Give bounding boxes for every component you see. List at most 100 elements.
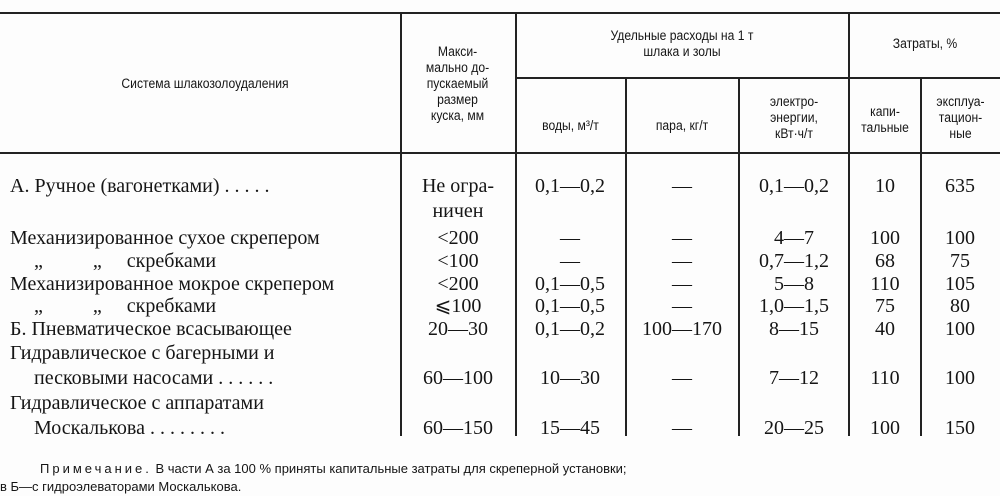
table-row-continuation: ничен xyxy=(0,199,1000,223)
header-line: энергии, xyxy=(770,110,818,125)
header-line: кВт·ч/т xyxy=(775,126,813,141)
cell-size: <200 xyxy=(437,227,479,249)
header-water: воды, м³/т xyxy=(542,118,599,133)
cell-steam: — xyxy=(672,273,692,295)
cell-size: ⩽100 xyxy=(434,295,482,317)
cell-electricity: 4—7 xyxy=(774,227,814,249)
header-line: Удельные расходы на 1 т xyxy=(610,28,754,43)
header-system: Система шлакозолоудаления xyxy=(121,76,289,91)
cell-system: Механизированное мокрое скрепером xyxy=(10,273,335,295)
footnote-line2: в Б—с гидроэлеваторами Москалькова. xyxy=(0,479,242,494)
cell-water: 0,1—0,5 xyxy=(535,295,605,317)
header-line: тальные xyxy=(861,120,909,135)
divider xyxy=(515,14,517,436)
table-row: Механизированное мокрое скрепером <200 0… xyxy=(0,272,1000,296)
divider xyxy=(738,78,740,436)
header-line: Макси- xyxy=(437,44,478,59)
cell-electricity: 7—12 xyxy=(769,367,819,389)
header-electricity: электро- энергии, кВт·ч/т xyxy=(745,94,842,142)
header-line: шлака и золы xyxy=(643,44,721,59)
cell-operating: 80 xyxy=(950,295,970,317)
cell-steam: — xyxy=(672,367,692,389)
cell-operating: 100 xyxy=(945,227,975,249)
cell-system: песковыми насосами . . . . . . xyxy=(34,367,274,389)
cell-capital: 40 xyxy=(875,318,895,340)
cell-steam: — xyxy=(672,175,692,197)
footnote-label: Примечание. xyxy=(40,461,152,476)
cell-size: Не огра- xyxy=(421,175,495,197)
cell-system: Москалькова . . . . . . . . xyxy=(34,417,225,439)
header-operating: эксплуа- тацион- ные xyxy=(925,94,996,142)
cell-water: 0,1—0,2 xyxy=(535,175,605,197)
footnote: Примечание. В части А за 100 % приняты к… xyxy=(0,460,1000,478)
cell-water: 0,1—0,5 xyxy=(535,273,605,295)
divider xyxy=(848,14,850,436)
cell-size: 60—100 xyxy=(423,367,493,389)
table-row: Механизированное сухое скрепером <200 — … xyxy=(0,226,1000,250)
table-row: А. Ручное (вагонетками) . . . . . Не огр… xyxy=(0,174,1000,198)
cell-electricity: 8—15 xyxy=(769,318,819,340)
cell-capital: 10 xyxy=(875,175,895,197)
header-steam: пара, кг/т xyxy=(655,118,709,133)
cell-size: ничен xyxy=(432,200,484,222)
cell-water: — xyxy=(560,250,580,272)
cell-operating: 75 xyxy=(950,250,970,272)
cell-system: Гидравлическое с аппаратами xyxy=(10,392,264,414)
cell-system: „ „ скребками xyxy=(34,250,217,272)
cell-steam: — xyxy=(672,250,692,272)
header-capital: капи- тальные xyxy=(854,104,917,136)
cell-electricity: 0,7—1,2 xyxy=(759,250,829,272)
cell-steam: — xyxy=(672,227,692,249)
table-top-rule xyxy=(0,12,1000,14)
cell-capital: 100 xyxy=(870,417,900,439)
cell-operating: 635 xyxy=(945,175,975,197)
cell-water: — xyxy=(560,227,580,249)
divider xyxy=(920,78,922,436)
cell-operating: 105 xyxy=(945,273,975,295)
header-line: куска, мм xyxy=(430,108,485,123)
header-costs-group: Затраты, % xyxy=(892,36,958,51)
table-row: Москалькова . . . . . . . . 60—150 15—45… xyxy=(0,416,1000,440)
table-row: „ „ скребками <100 — — 0,7—1,2 68 75 xyxy=(0,249,1000,273)
cell-system: Б. Пневматическое всасывающее xyxy=(10,318,292,340)
divider xyxy=(400,14,402,436)
cell-system: „ „ скребками xyxy=(34,295,217,317)
cell-capital: 68 xyxy=(875,250,895,272)
header-subrule xyxy=(516,77,1000,79)
cell-operating: 100 xyxy=(945,367,975,389)
header-line: пускаемый xyxy=(426,76,489,91)
cell-steam: — xyxy=(672,417,692,439)
cell-water: 15—45 xyxy=(540,417,600,439)
cell-capital: 75 xyxy=(875,295,895,317)
header-line: размер xyxy=(437,92,478,107)
cell-size: 20—30 xyxy=(428,318,488,340)
cell-steam: 100—170 xyxy=(642,318,722,340)
cell-capital: 100 xyxy=(870,227,900,249)
header-line: капи- xyxy=(870,104,900,119)
cell-capital: 110 xyxy=(870,367,900,389)
header-max-size: Макси- мально до- пускаемый размер куска… xyxy=(406,44,510,124)
footnote-text: В части А за 100 % приняты капитальные з… xyxy=(155,461,627,476)
table-row: Б. Пневматическое всасывающее 20—30 0,1—… xyxy=(0,317,1000,341)
cell-electricity: 20—25 xyxy=(764,417,824,439)
cell-system: Гидравлическое с багерными и xyxy=(10,342,275,364)
header-line: ные xyxy=(949,126,972,141)
cell-size: <200 xyxy=(437,273,479,295)
table-row-continuation: Гидравлическое с багерными и xyxy=(0,341,1000,365)
header-specific-group: Удельные расходы на 1 т шлака и золы xyxy=(533,28,832,60)
cell-capital: 110 xyxy=(870,273,900,295)
cell-electricity: 1,0—1,5 xyxy=(759,295,829,317)
cell-operating: 150 xyxy=(945,417,975,439)
header-bottom-rule xyxy=(0,152,1000,154)
cell-system: А. Ручное (вагонетками) . . . . . xyxy=(10,175,270,197)
cell-operating: 100 xyxy=(945,318,975,340)
cell-electricity: 5—8 xyxy=(774,273,814,295)
header-line: тацион- xyxy=(938,110,983,125)
header-line: эксплуа- xyxy=(936,94,985,109)
cell-size: 60—150 xyxy=(423,417,493,439)
cell-system: Механизированное сухое скрепером xyxy=(10,227,320,249)
header-line: электро- xyxy=(769,94,819,109)
divider xyxy=(625,78,627,436)
table-row: „ „ скребками ⩽100 0,1—0,5 — 1,0—1,5 75 … xyxy=(0,294,1000,318)
